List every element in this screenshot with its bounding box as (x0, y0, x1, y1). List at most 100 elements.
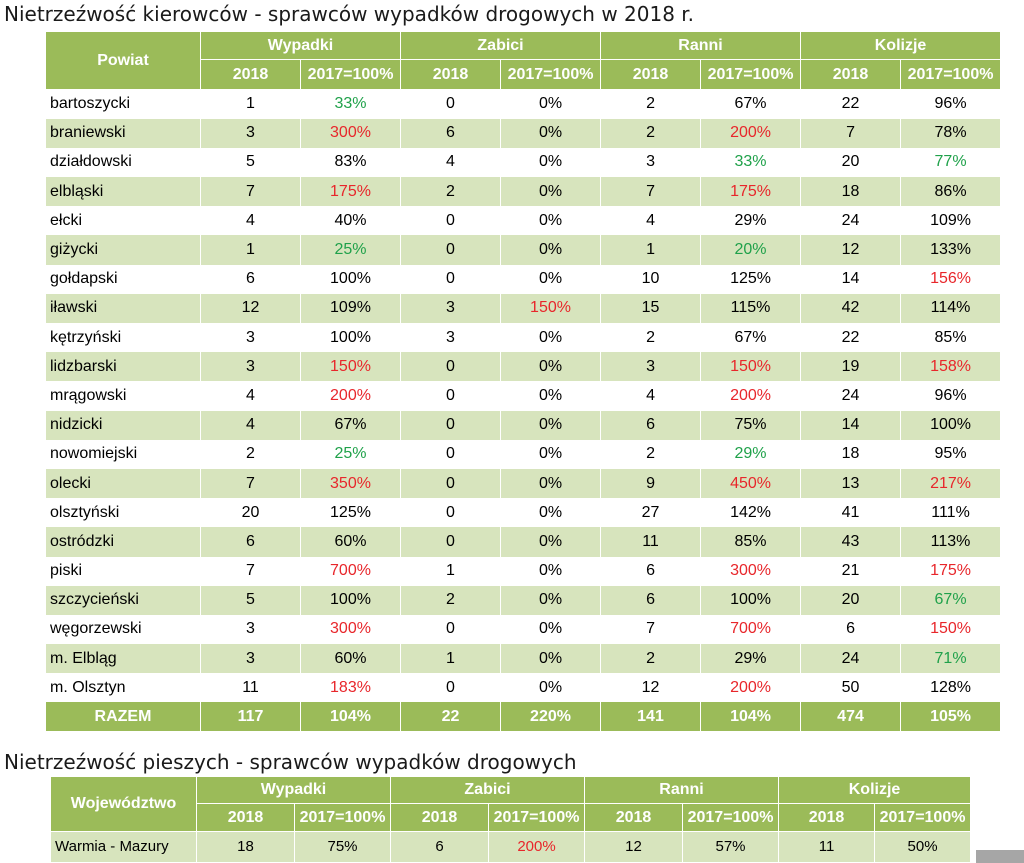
corner-decoration (976, 850, 1024, 863)
table-cell: 0 (400, 410, 501, 440)
total-cell: 22 (400, 702, 501, 732)
table-cell: 300% (700, 556, 802, 586)
table-cell: 128% (900, 673, 1002, 703)
table-cell: 40% (300, 206, 401, 236)
table-cell: 3 (200, 118, 301, 148)
table-cell: 0% (499, 614, 602, 645)
total-cell: 117 (200, 702, 301, 732)
table-cell: 200% (487, 831, 586, 862)
table-cell: 86% (900, 177, 1002, 207)
table-cell: 60% (300, 644, 401, 674)
table-cell: 14 (800, 264, 902, 294)
table-cell: 41 (800, 498, 902, 528)
table-cell: 67% (900, 585, 1002, 615)
table-cell: 21 (800, 556, 902, 586)
table-cell: 200% (700, 673, 802, 703)
sub-header: 2017=100% (900, 59, 1002, 90)
table-cell: 2 (200, 439, 301, 469)
table-cell: 20% (700, 235, 802, 265)
table-cell: 75% (294, 831, 391, 862)
table-cell: 175% (700, 177, 802, 207)
table-cell: 0 (400, 468, 501, 499)
group-header: Ranni (600, 31, 802, 60)
row-name: szczycieński (45, 585, 201, 615)
table-cell: 67% (300, 410, 401, 440)
table-cell: 0% (499, 118, 602, 148)
table-cell: 125% (300, 498, 401, 528)
table-cell: 3 (600, 352, 702, 382)
sub-header: 2017=100% (294, 803, 391, 832)
table-cell: 0 (400, 352, 501, 382)
table-cell: 1 (400, 644, 501, 674)
row-name: węgorzewski (45, 614, 201, 645)
table-cell: 0% (499, 206, 602, 236)
table-cell: 100% (300, 323, 401, 353)
table-cell: 700% (300, 556, 401, 586)
table-cell: 3 (400, 323, 501, 353)
table-row: szczycieński 5 100% 2 0% 6 100% 20 67% (45, 585, 1002, 615)
table-cell: 700% (700, 614, 802, 645)
table-cell: 12 (584, 831, 684, 862)
table-cell: 0 (400, 527, 501, 557)
table-cell: 0% (499, 585, 602, 615)
table-cell: 20 (800, 585, 902, 615)
table-cell: 0% (499, 673, 602, 703)
table-row: Warmia - Mazury 18 75% 6 200% 12 57% 11 50% (50, 831, 972, 862)
total-row: RAZEM 117 104% 22 220% 141 104% 474 105% (45, 702, 1002, 732)
table-row: ełcki 4 40% 0 0% 4 29% 24 109% (45, 206, 1002, 236)
table-cell: 14 (800, 410, 902, 440)
table-cell: 100% (300, 585, 401, 615)
table-cell: 450% (700, 468, 802, 499)
table-cell: 2 (600, 439, 702, 469)
sub-header: 2017=100% (300, 59, 401, 90)
table-cell: 6 (600, 410, 702, 440)
table-row: mrągowski 4 200% 0 0% 4 200% 24 96% (45, 381, 1002, 411)
table-cell: 43 (800, 527, 902, 557)
table2-sub-header: 2018 2017=100% 2018 2017=100% 2018 2017=… (51, 803, 972, 832)
row-name: olsztyński (45, 498, 201, 528)
table-cell: 22 (800, 323, 902, 353)
group-header: Zabici (399, 31, 602, 60)
table-cell: 3 (600, 147, 702, 178)
total-cell: 474 (800, 702, 902, 732)
sub-header: 2018 (200, 59, 301, 90)
table-cell: 100% (300, 264, 401, 294)
table-cell: 18 (196, 831, 295, 862)
table-cell: 95% (900, 439, 1002, 469)
table-cell: 217% (900, 468, 1002, 499)
row-name: olecki (45, 468, 201, 499)
total-cell: 104% (700, 702, 802, 732)
table-cell: 11 (778, 831, 876, 862)
table-cell: 15 (600, 293, 702, 323)
table-row: ostródzki 6 60% 0 0% 11 85% 43 113% (45, 527, 1002, 557)
table-cell: 25% (300, 439, 401, 469)
row-name: iławski (45, 293, 201, 323)
drivers-table: Powiat Wypadki Zabici Ranni Kolizje 2018… (45, 31, 1002, 732)
group-header: Kolizje (778, 776, 972, 804)
table-cell: 18 (800, 439, 902, 469)
table-row: nowomiejski 2 25% 0 0% 2 29% 18 95% (45, 439, 1002, 469)
total-cell: 105% (900, 702, 1002, 732)
table-cell: 175% (900, 556, 1002, 586)
table-row: bartoszycki 1 33% 0 0% 2 67% 22 96% (45, 89, 1002, 119)
sub-header: 2017=100% (487, 803, 586, 832)
table-cell: 142% (700, 498, 802, 528)
table-cell: 9 (600, 468, 702, 499)
table-cell: 0 (400, 498, 501, 528)
table1-title: Nietrzeźwość kierowców - sprawców wypadk… (4, 2, 695, 26)
table-cell: 71% (900, 644, 1002, 674)
table-cell: 7 (600, 177, 702, 207)
table-cell: 85% (700, 527, 802, 557)
table-cell: 60% (300, 527, 401, 557)
table-cell: 0% (499, 147, 602, 178)
sub-header: 2018 (400, 59, 501, 90)
table-cell: 114% (900, 293, 1002, 323)
pedestrians-table: Województwo Wypadki Zabici Ranni Kolizje… (50, 776, 972, 862)
table-cell: 300% (300, 614, 401, 645)
table-cell: 2 (600, 118, 702, 148)
group-header: Zabici (389, 776, 586, 804)
row-header: Powiat (45, 31, 201, 90)
table-row: iławski 12 109% 3 150% 15 115% 42 114% (45, 293, 1002, 323)
table-cell: 150% (499, 293, 602, 323)
table-cell: 115% (700, 293, 802, 323)
